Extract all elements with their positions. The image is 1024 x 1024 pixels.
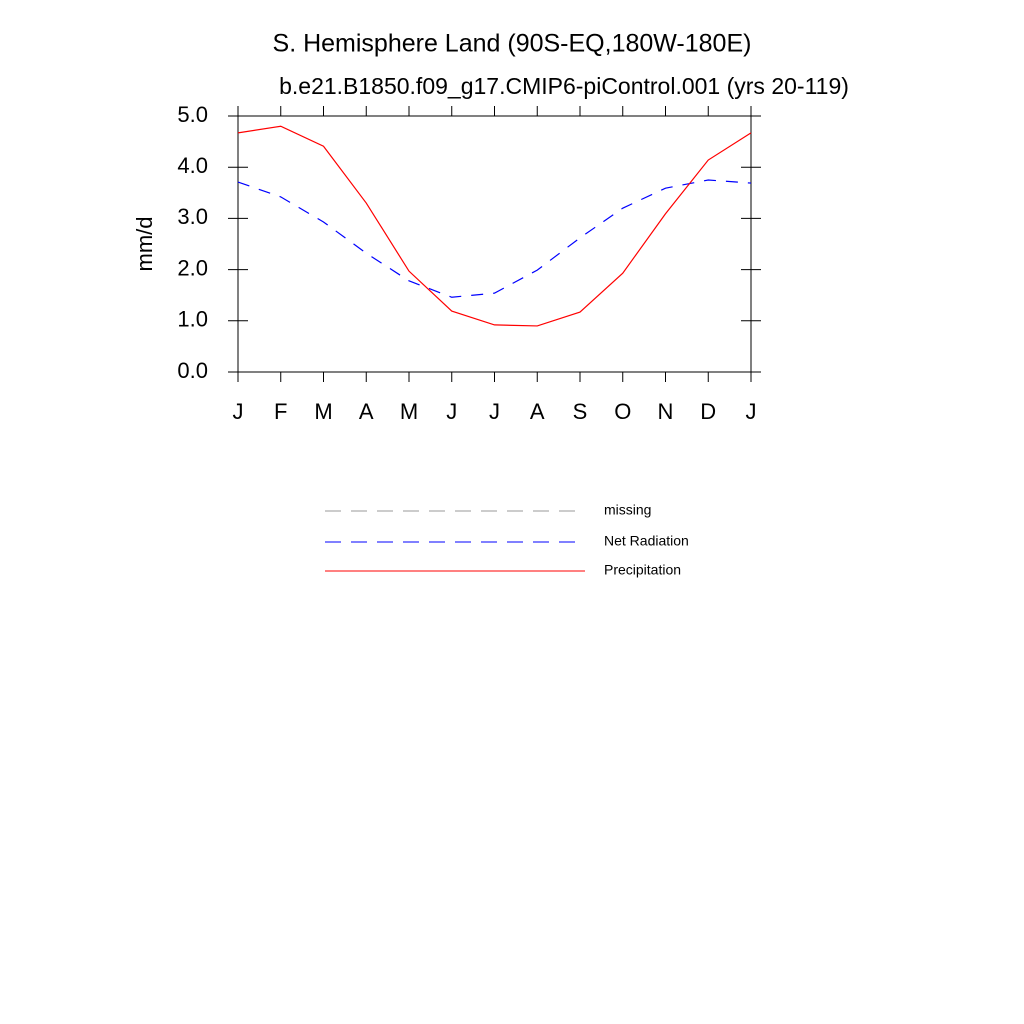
x-tick-label: O: [614, 399, 631, 424]
x-tick-label: A: [530, 399, 545, 424]
x-tick-label: N: [658, 399, 674, 424]
y-tick-label: 5.0: [177, 102, 208, 127]
x-tick-label: M: [314, 399, 332, 424]
y-axis-label: mm/d: [132, 217, 157, 272]
chart-subtitle: b.e21.B1850.f09_g17.CMIP6-piControl.001 …: [279, 73, 849, 99]
y-tick-label: 2.0: [177, 255, 208, 280]
legend-label: Precipitation: [604, 562, 681, 578]
y-tick-label: 0.0: [177, 358, 208, 383]
legend-label: Net Radiation: [604, 533, 689, 549]
x-tick-label: J: [233, 399, 244, 424]
x-tick-label: M: [400, 399, 418, 424]
plot-frame: [237, 115, 752, 373]
x-tick-label: J: [489, 399, 500, 424]
series-line: [237, 179, 752, 298]
x-tick-label: D: [700, 399, 716, 424]
x-tick-label: J: [746, 399, 757, 424]
y-tick-label: 4.0: [177, 153, 208, 178]
legend-label: missing: [604, 502, 651, 518]
x-tick-label: F: [274, 399, 287, 424]
series-line: [237, 125, 752, 327]
y-tick-label: 3.0: [177, 204, 208, 229]
x-tick-label: J: [446, 399, 457, 424]
x-tick-label: S: [573, 399, 588, 424]
chart-title: S. Hemisphere Land (90S-EQ,180W-180E): [273, 30, 752, 58]
y-tick-label: 1.0: [177, 307, 208, 332]
x-tick-label: A: [359, 399, 374, 424]
